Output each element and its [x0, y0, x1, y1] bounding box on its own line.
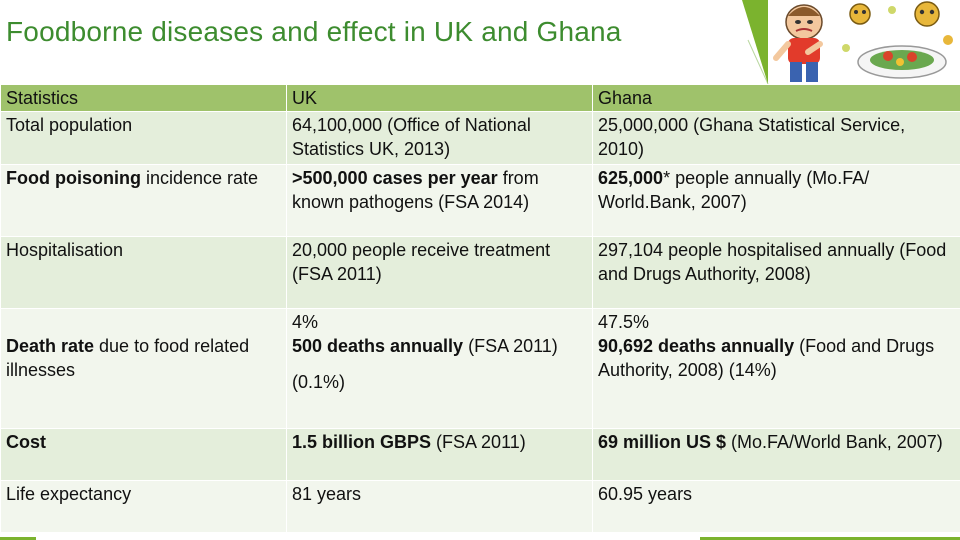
- uk-value: >500,000 cases per year from known patho…: [286, 164, 593, 237]
- ghana-value: 47.5% 90,692 deaths annually (Food and D…: [592, 308, 960, 429]
- table-row: Death rate due to food related illnesses…: [0, 308, 960, 429]
- uk-value: 1.5 billion GBPS (FSA 2011): [286, 428, 593, 481]
- ghana-value: 60.95 years: [592, 480, 960, 533]
- table-row: Life expectancy 81 years 60.95 years: [0, 480, 960, 533]
- table-row: Hospitalisation 20,000 people receive tr…: [0, 236, 960, 309]
- uk-death-share: (0.1%): [292, 372, 346, 392]
- row-label: Total population: [0, 111, 287, 165]
- statistics-table: Statistics UK Ghana Total population 64,…: [0, 84, 960, 533]
- table-header-row: Statistics UK Ghana: [0, 84, 960, 112]
- uk-death-percent: 4%: [292, 312, 319, 332]
- page-title: Foodborne diseases and effect in UK and …: [6, 16, 622, 47]
- header-uk: UK: [286, 84, 593, 112]
- ghana-value: 625,000* people annually (Mo.FA/ World.B…: [592, 164, 960, 237]
- uk-value: 81 years: [286, 480, 593, 533]
- row-label: Death rate due to food related illnesses: [0, 308, 287, 429]
- uk-value: 64,100,000 (Office of National Statistic…: [286, 111, 593, 165]
- bottom-accent-strip: [0, 537, 960, 540]
- ghana-value: 25,000,000 (Ghana Statistical Service, 2…: [592, 111, 960, 165]
- header-ghana: Ghana: [592, 84, 960, 112]
- table-row: Total population 64,100,000 (Office of N…: [0, 111, 960, 165]
- uk-value: 20,000 people receive treatment (FSA 201…: [286, 236, 593, 309]
- sick-person-and-food-icon: [742, 0, 953, 84]
- ghana-death-percent: 47.5%: [598, 312, 650, 332]
- ghana-value: 69 million US $ (Mo.FA/World Bank, 2007): [592, 428, 960, 481]
- row-label: Cost: [0, 428, 287, 481]
- ghana-value: 297,104 people hospitalised annually (Fo…: [592, 236, 960, 309]
- header-statistics: Statistics: [0, 84, 287, 112]
- row-label: Hospitalisation: [0, 236, 287, 309]
- row-label: Food poisoning incidence rate: [0, 164, 287, 237]
- uk-value: 4% 500 deaths annually (FSA 2011) (0.1%): [286, 308, 593, 429]
- row-label: Life expectancy: [0, 480, 287, 533]
- table-row: Food poisoning incidence rate >500,000 c…: [0, 164, 960, 237]
- table-row: Cost 1.5 billion GBPS (FSA 2011) 69 mill…: [0, 428, 960, 481]
